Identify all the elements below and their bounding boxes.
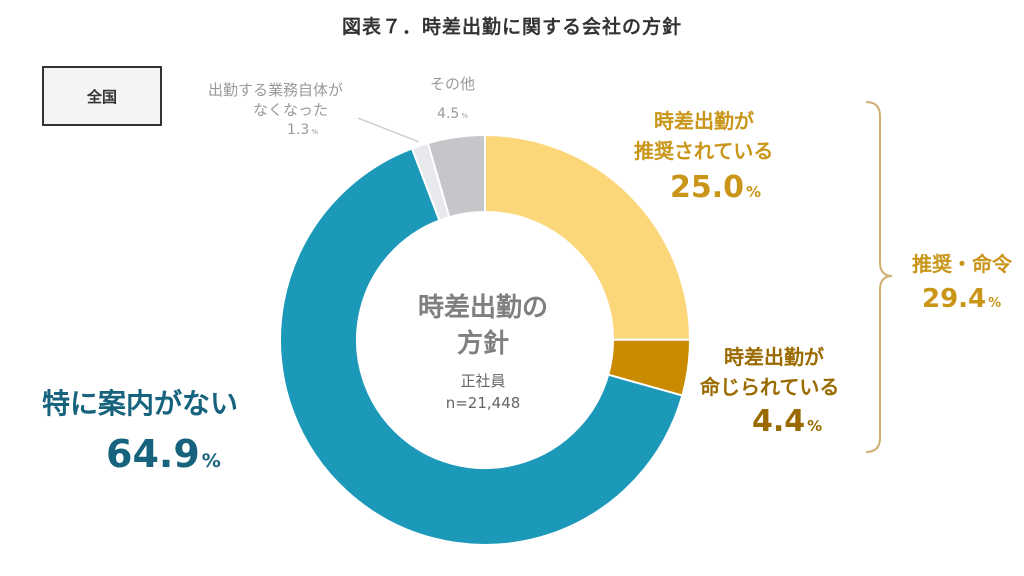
- chart-title: 図表７．時差出勤に関する会社の方針: [341, 16, 682, 38]
- label-no-work-line2: なくなった: [253, 101, 329, 119]
- label-no-work-line1: 出勤する業務自体が: [208, 81, 344, 99]
- donut-center-text: 時差出勤の 方針 正社員 n=21,448: [383, 290, 583, 414]
- label-ordered-line2: 命じられている: [700, 375, 840, 399]
- label-no-work-value: 1.3%: [287, 122, 318, 138]
- center-title-line2: 方針: [456, 329, 509, 359]
- center-sub-line1: 正社員: [460, 372, 506, 390]
- leader-line-no-work: [357, 117, 419, 143]
- region-label: 全国: [86, 87, 117, 106]
- label-total-line1: 推奨・命令: [912, 252, 1012, 276]
- label-no-guidance: 特に案内がない 64.9%: [42, 384, 238, 491]
- label-other-line1: その他: [430, 75, 476, 93]
- label-recommended: 時差出勤が 推奨されている 25.0%: [634, 106, 773, 214]
- label-no-work: 出勤する業務自体が なくなった 1.3%: [208, 80, 343, 142]
- center-title-line1: 時差出勤の: [417, 293, 548, 323]
- label-other: その他 4.5%: [430, 74, 475, 126]
- label-total-value: 29.4%: [922, 284, 1002, 314]
- center-sub-line2: n=21,448: [445, 394, 521, 412]
- slice-other: [426, 133, 486, 219]
- label-other-value: 4.5%: [437, 106, 468, 122]
- label-recommended-line2: 推奨されている: [634, 139, 774, 163]
- label-ordered-value: 4.4%: [752, 404, 823, 439]
- label-recommend-order-total: 推奨・命令 29.4%: [912, 248, 1024, 323]
- label-ordered: 時差出勤が 命じられている 4.4%: [700, 342, 839, 446]
- region-label-box: 全国: [42, 66, 162, 126]
- slice-no-guidance: [279, 147, 684, 546]
- label-ordered-line1: 時差出勤が: [724, 345, 824, 369]
- label-recommended-value: 25.0%: [670, 170, 762, 205]
- label-no-guidance-line1: 特に案内がない: [42, 387, 239, 420]
- recommend-order-bracket: [865, 101, 893, 453]
- slice-recommended: [484, 133, 692, 341]
- label-recommended-line1: 時差出勤が: [654, 109, 754, 133]
- label-no-guidance-value: 64.9%: [106, 432, 221, 476]
